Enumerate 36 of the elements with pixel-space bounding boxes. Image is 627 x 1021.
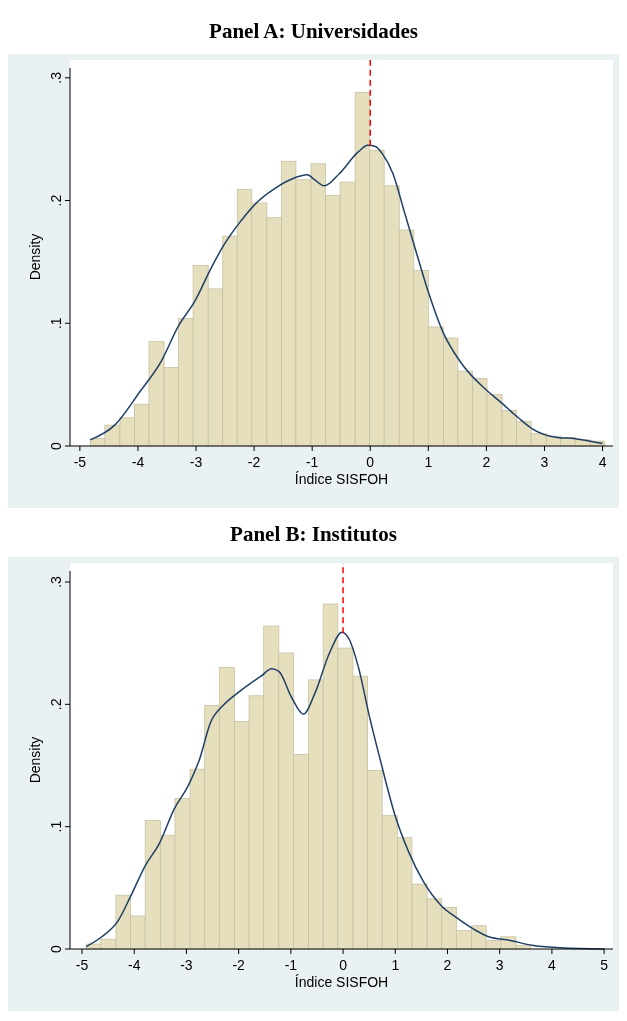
y-axis-title: Density [27, 736, 43, 784]
x-axis-title: Índice SISFOH [294, 974, 389, 990]
x-tick-label: 4 [598, 454, 607, 470]
y-tick-label: .2 [48, 698, 64, 711]
y-tick-label: .3 [48, 71, 64, 84]
x-tick-label: -3 [189, 454, 203, 470]
x-tick-label: -5 [73, 454, 87, 470]
y-axis-title: Density [27, 233, 43, 281]
x-tick-label: -1 [284, 957, 298, 973]
x-tick-label: -2 [247, 454, 261, 470]
x-tick-label: -4 [127, 957, 141, 973]
x-tick-label: -5 [75, 957, 89, 973]
x-tick-label: 0 [339, 957, 348, 973]
x-tick-label: 1 [424, 454, 433, 470]
x-axis-title: Índice SISFOH [294, 471, 389, 487]
x-tick-label: 3 [495, 957, 504, 973]
x-tick-label: 5 [600, 957, 609, 973]
y-tick-label: .3 [48, 575, 64, 588]
x-tick-label: 3 [540, 454, 549, 470]
x-tick-label: 2 [443, 957, 452, 973]
y-tick-label: .2 [48, 194, 64, 207]
line-series [89, 144, 604, 445]
y-tick-label: .1 [48, 820, 64, 833]
x-tick-label: 2 [482, 454, 491, 470]
y-tick-label: .1 [48, 317, 64, 330]
chart-title: Panel B: Institutos [230, 522, 397, 546]
y-tick-label: 0 [48, 441, 64, 450]
chart-title: Panel A: Universidades [209, 19, 418, 43]
x-tick-label: 4 [548, 957, 557, 973]
x-tick-label: 1 [391, 957, 400, 973]
x-tick-label: -4 [131, 454, 145, 470]
x-tick-label: -2 [232, 957, 246, 973]
x-tick-label: 0 [366, 454, 375, 470]
x-tick-label: -1 [305, 454, 319, 470]
x-tick-label: -3 [180, 957, 193, 973]
y-tick-label: 0 [48, 944, 64, 953]
